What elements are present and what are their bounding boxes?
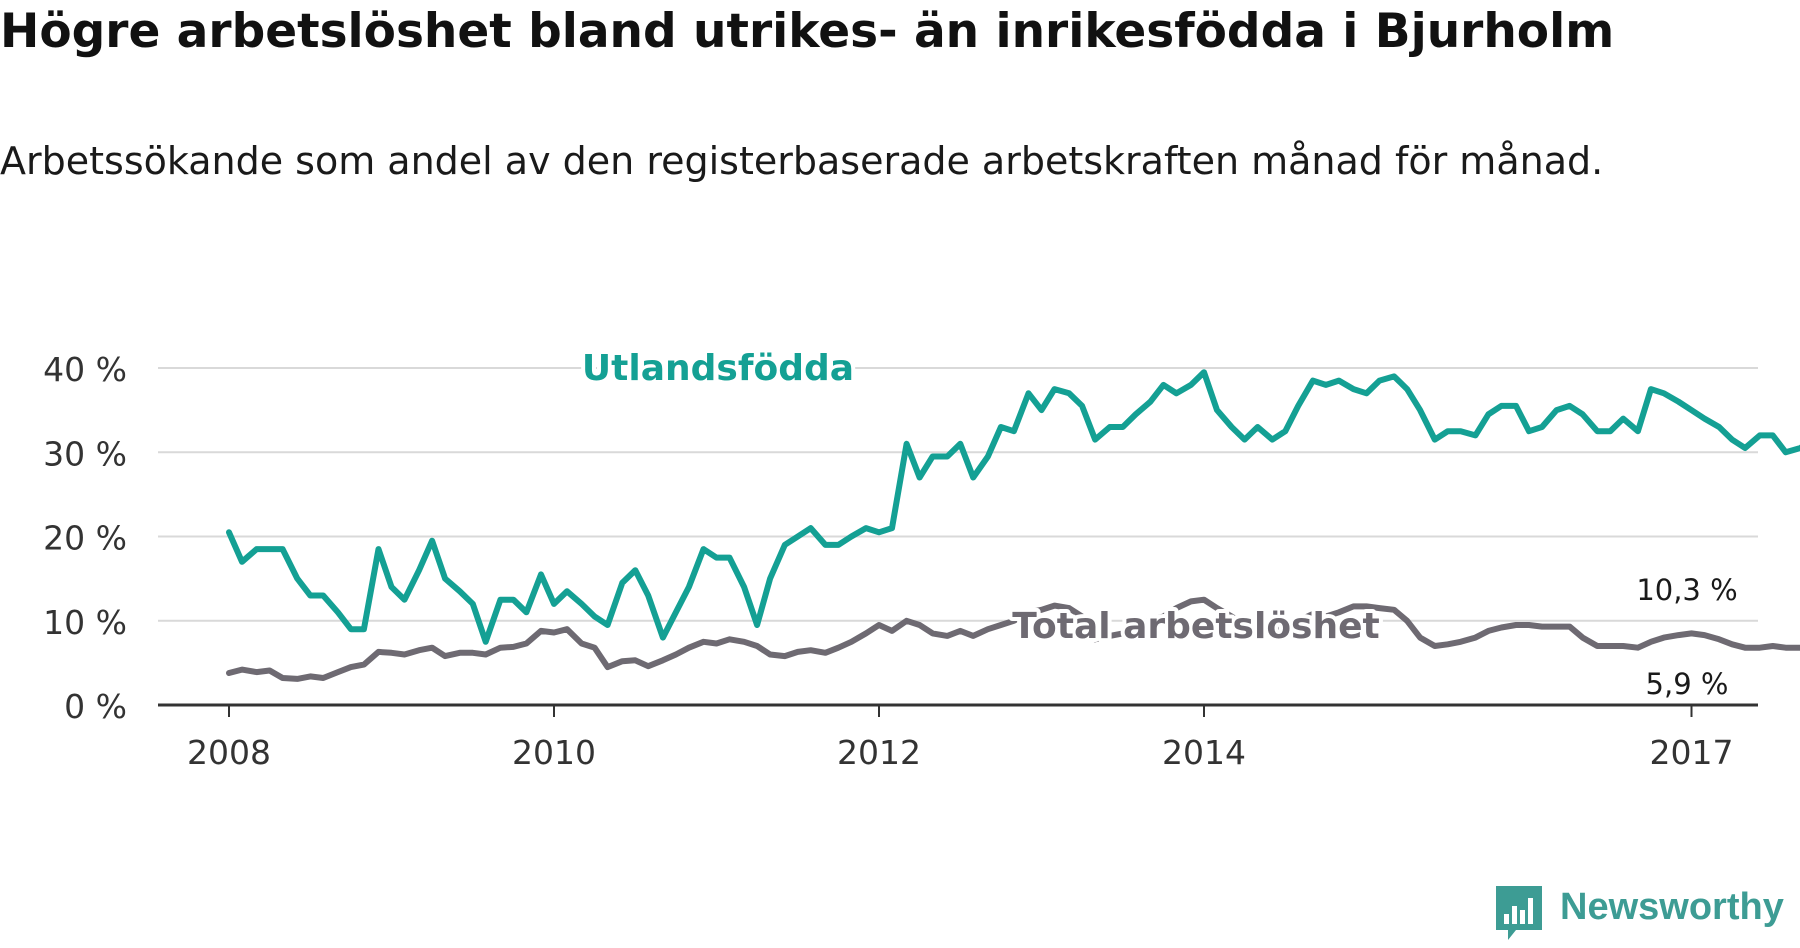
y-tick-label: 40 % bbox=[43, 350, 127, 389]
newsworthy-brand: Newsworthy bbox=[1560, 886, 1784, 928]
chart-subtitle: Arbetssökande som andel av den registerb… bbox=[0, 139, 1604, 183]
chart-title: Högre arbetslöshet bland utrikes- än inr… bbox=[0, 4, 1615, 59]
grid-lines bbox=[158, 367, 1758, 707]
foreign-born-line bbox=[226, 369, 1800, 645]
y-axis-ticks: 0 % 10 % 20 % 30 % 40 % bbox=[43, 350, 127, 726]
y-tick-label: 30 % bbox=[43, 434, 127, 473]
total-unemployment-label: Total arbetslöshet bbox=[1012, 606, 1380, 647]
y-tick-label: 0 % bbox=[64, 687, 127, 726]
x-axis-ticks: 200820102012201420172019202120232025 bbox=[187, 705, 1734, 772]
y-tick-label: 20 % bbox=[43, 519, 127, 558]
total-end-value: 5,9 % bbox=[1646, 667, 1729, 701]
x-tick-label: 2012 bbox=[837, 733, 921, 772]
foreign-born-end-value: 10,3 % bbox=[1636, 573, 1737, 607]
newsworthy-logo-icon bbox=[1496, 886, 1542, 940]
foreign-born-label: Utlandsfödda bbox=[582, 348, 854, 389]
series-labels: Utlandsfödda Total arbetslöshet 10,3 % 5,9 … bbox=[578, 344, 1742, 705]
y-tick-label: 10 % bbox=[43, 603, 127, 642]
x-tick-label: 2014 bbox=[1162, 733, 1246, 772]
series-lines bbox=[226, 369, 1800, 682]
x-tick-label: 2008 bbox=[187, 733, 271, 772]
total-unemployment-line bbox=[226, 596, 1800, 682]
x-tick-label: 2010 bbox=[512, 733, 596, 772]
x-tick-label: 2017 bbox=[1650, 733, 1734, 772]
